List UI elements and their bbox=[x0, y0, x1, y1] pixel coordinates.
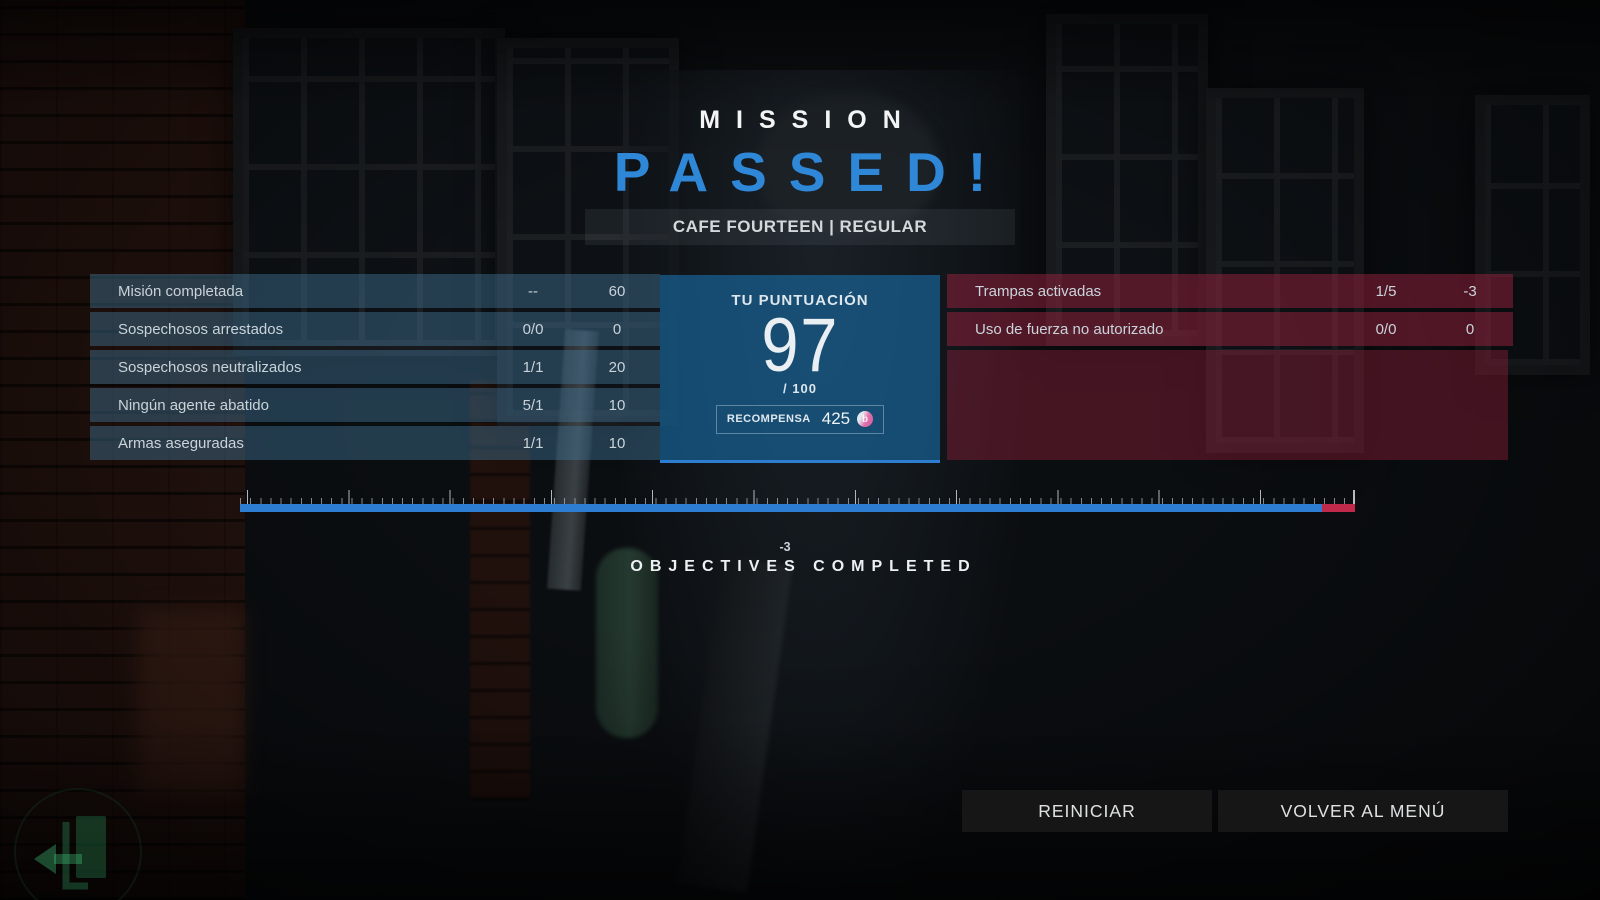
ruler-end-tick bbox=[1353, 490, 1355, 504]
background-rifle bbox=[677, 556, 793, 894]
exit-door-icon bbox=[34, 816, 106, 890]
background-gas-tank bbox=[596, 548, 658, 738]
stat-row: Misión completada -- 60 bbox=[90, 274, 660, 308]
stat-ratio: 1/1 bbox=[522, 434, 544, 452]
stat-label: Trampas activadas bbox=[975, 282, 1102, 300]
score-value: 97 bbox=[761, 303, 839, 388]
back-to-menu-button[interactable]: VOLVER AL MENÚ bbox=[1218, 790, 1508, 832]
exit-door-indicator bbox=[8, 788, 146, 900]
stat-label: Ningún agente abatido bbox=[118, 396, 269, 414]
progress-bar-earned bbox=[240, 504, 1322, 512]
stat-points: 10 bbox=[608, 434, 626, 452]
stat-label: Sospechosos neutralizados bbox=[118, 358, 302, 376]
mission-name-difficulty: CAFE FOURTEEN | REGULAR bbox=[672, 217, 928, 236]
stat-ratio: 1/5 bbox=[1375, 282, 1397, 300]
stat-points: -3 bbox=[1463, 282, 1477, 300]
passed-title: PASSED! bbox=[613, 141, 1009, 203]
reward-label: RECOMPENSA bbox=[726, 413, 811, 426]
penalty-row: Uso de fuerza no autorizado 0/0 0 bbox=[947, 312, 1513, 346]
score-progress-bar bbox=[240, 504, 1355, 512]
stat-ratio: 5/1 bbox=[522, 396, 544, 414]
exit-ring bbox=[14, 788, 142, 900]
reward-value: 425 bbox=[821, 409, 851, 429]
mission-title: MISSION bbox=[699, 106, 917, 134]
stat-label: Misión completada bbox=[118, 282, 244, 300]
stat-row: Ningún agente abatido 5/1 10 bbox=[90, 388, 660, 422]
stat-ratio: 0/0 bbox=[522, 320, 544, 338]
penalty-total: -3 bbox=[779, 540, 791, 554]
ruler-major-ticks bbox=[247, 490, 1355, 504]
score-max: / 100 bbox=[783, 380, 817, 396]
score-panel: TU PUNTUACIÓN 97 / 100 RECOMPENSA 425 b bbox=[660, 275, 940, 463]
reward-box: RECOMPENSA 425 b bbox=[715, 404, 885, 434]
stat-ratio: -- bbox=[528, 282, 538, 300]
score-heading: TU PUNTUACIÓN bbox=[731, 292, 869, 309]
stat-row: Sospechosos arrestados 0/0 0 bbox=[90, 312, 660, 346]
stat-ratio: 0/0 bbox=[1375, 320, 1397, 338]
stat-label: Uso de fuerza no autorizado bbox=[975, 320, 1164, 338]
stat-label: Sospechosos arrestados bbox=[118, 320, 284, 338]
stat-points: 0 bbox=[612, 320, 622, 338]
stat-points: 0 bbox=[1465, 320, 1475, 338]
stat-points: 20 bbox=[608, 358, 626, 376]
mission-subtitle-strip: CAFE FOURTEEN | REGULAR bbox=[585, 209, 1015, 245]
restart-button[interactable]: REINICIAR bbox=[962, 790, 1212, 832]
stat-row: Armas aseguradas 1/1 10 bbox=[90, 426, 660, 460]
penalty-row: Trampas activadas 1/5 -3 bbox=[947, 274, 1513, 308]
stat-row: Sospechosos neutralizados 1/1 20 bbox=[90, 350, 660, 384]
objectives-caption: OBJECTIVES COMPLETED bbox=[630, 558, 977, 575]
score-progress-ruler bbox=[240, 490, 1355, 512]
progress-bar-penalty bbox=[1321, 504, 1355, 512]
penalty-panel-filler bbox=[947, 350, 1508, 460]
background-brick-highlight bbox=[138, 610, 243, 795]
stat-ratio: 1/1 bbox=[522, 358, 544, 376]
stat-label: Armas aseguradas bbox=[118, 434, 244, 452]
currency-coin-icon: b bbox=[857, 411, 874, 428]
stat-points: 10 bbox=[608, 396, 626, 414]
stat-points: 60 bbox=[608, 282, 626, 300]
